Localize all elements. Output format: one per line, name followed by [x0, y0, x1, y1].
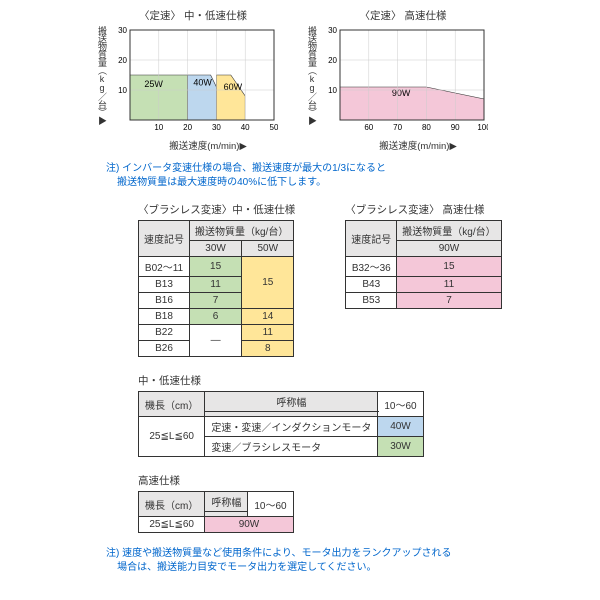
table-a-title: 〈ブラシレス変速〉中・低速仕様: [138, 202, 295, 217]
svg-text:80: 80: [422, 123, 431, 132]
chart-a-ylabel: 搬送物質量（kg／台）▶: [94, 26, 106, 124]
chart-b-ylabel: 搬送物質量（kg／台）▶: [304, 26, 316, 124]
svg-text:60W: 60W: [224, 82, 243, 92]
spec-a-title: 中・低速仕様: [138, 373, 592, 388]
chart-b-title: 〈定速〉 高速仕様: [360, 8, 447, 23]
svg-text:100: 100: [477, 123, 488, 132]
svg-text:10: 10: [118, 86, 127, 95]
chart-b-xlabel: 搬送速度(m/min)▶: [379, 138, 457, 152]
svg-text:20: 20: [118, 56, 127, 65]
svg-text:60: 60: [364, 123, 373, 132]
chart-a-title: 〈定速〉 中・低速仕様: [139, 8, 247, 23]
chart-low-mid: 〈定速〉 中・低速仕様 搬送物質量（kg／台）▶ 25W40W60W102030…: [108, 8, 278, 152]
svg-text:30: 30: [118, 26, 127, 35]
svg-text:70: 70: [393, 123, 402, 132]
note-2-l1: 速度や搬送物質量など使用条件により、モータ出力をランクアップされる: [122, 548, 451, 559]
chart-a-svg: 25W 40W 60W 10 20 30 10 20 30 40 50: [108, 26, 278, 136]
chart-a-area: 搬送物質量（kg／台）▶ 25W40W60W1020301020304050: [108, 26, 278, 136]
svg-text:30: 30: [212, 123, 221, 132]
charts-row: 〈定速〉 中・低速仕様 搬送物質量（kg／台）▶ 25W 40W 60W 10 20 30…: [108, 8, 592, 152]
svg-text:90: 90: [451, 123, 460, 132]
svg-text:40W: 40W: [193, 78, 212, 88]
note-2-mark: 注): [106, 548, 119, 559]
chart-a-xlabel: 搬送速度(m/min)▶: [169, 138, 247, 152]
svg-text:10: 10: [154, 123, 163, 132]
table-a-block: 〈ブラシレス変速〉中・低速仕様 速度記号搬送物質量（kg/台）30W50WB02…: [138, 202, 295, 357]
svg-text:90W: 90W: [392, 88, 411, 98]
svg-text:40: 40: [241, 123, 250, 132]
table-b-title: 〈ブラシレス変速〉 高速仕様: [345, 202, 501, 217]
chart-b-svg: 90W 10 20 30 60 70 80 90 100: [318, 26, 488, 136]
spec-b-table: 機長（cm）呼称幅10～6025≦L≦6090W: [138, 491, 294, 533]
note-1-l1: インバータ変速仕様の場合、搬送速度が最大の1/3になると: [122, 163, 386, 174]
spec-b-title: 高速仕様: [138, 473, 592, 488]
spec-a-table: 機長（cm）呼称幅10～6025≦L≦60定速・変速／インダクションモータ40W…: [138, 391, 424, 457]
chart-high: 〈定速〉 高速仕様 搬送物質量（kg／台）▶ 90W10203060708090…: [318, 8, 488, 152]
svg-text:25W: 25W: [144, 79, 163, 89]
note-1: 注) インバータ変速仕様の場合、搬送速度が最大の1/3になると 搬送物質量は最大…: [106, 162, 592, 190]
svg-text:10: 10: [328, 86, 337, 95]
svg-text:20: 20: [183, 123, 192, 132]
table-b-block: 〈ブラシレス変速〉 高速仕様 速度記号搬送物質量（kg/台）90WB32～361…: [345, 202, 501, 357]
note-1-mark: 注): [106, 163, 119, 174]
svg-text:20: 20: [328, 56, 337, 65]
table-b: 速度記号搬送物質量（kg/台）90WB32～3615B4311B537: [345, 220, 501, 309]
brushless-tables: 〈ブラシレス変速〉中・低速仕様 速度記号搬送物質量（kg/台）30W50WB02…: [138, 202, 592, 357]
table-a: 速度記号搬送物質量（kg/台）30W50WB02～111515B1311B167…: [138, 220, 294, 357]
svg-text:50: 50: [270, 123, 278, 132]
note-1-l2: 搬送物質量は最大速度時の40%に低下します。: [117, 177, 326, 188]
note-2-l2: 場合は、搬送能力目安でモータ出力を選定してください。: [117, 562, 376, 573]
svg-text:30: 30: [328, 26, 337, 35]
note-2: 注) 速度や搬送物質量など使用条件により、モータ出力をランクアップされる 場合は…: [106, 547, 592, 575]
chart-b-area: 搬送物質量（kg／台）▶ 90W10203060708090100: [318, 26, 488, 136]
